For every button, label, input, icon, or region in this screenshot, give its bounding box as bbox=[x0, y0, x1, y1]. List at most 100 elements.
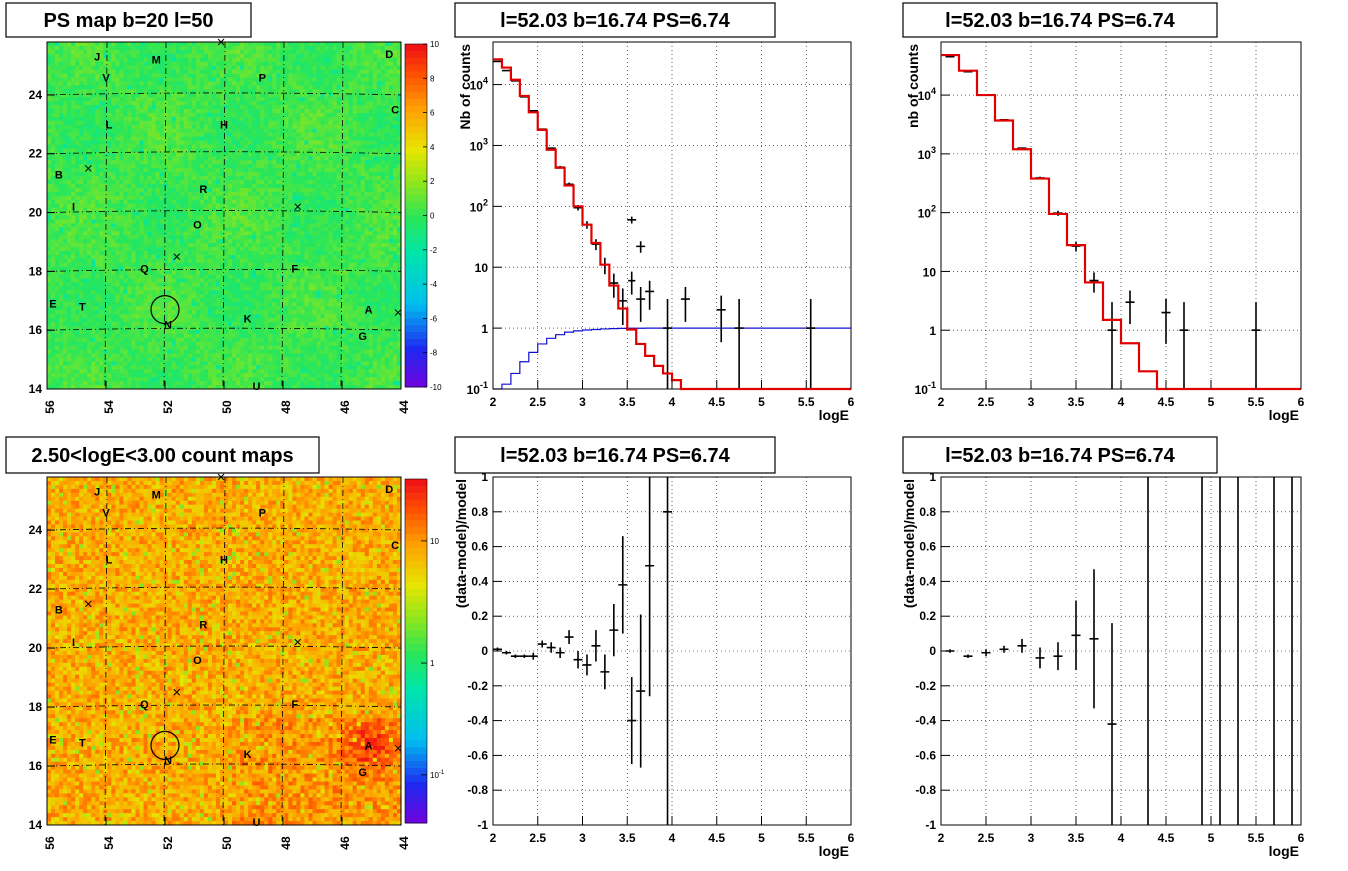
x-tick-label: 56 bbox=[43, 836, 57, 850]
residual-title: l=52.03 b=16.74 PS=6.74 bbox=[500, 445, 731, 467]
data-point bbox=[600, 257, 610, 275]
residual-point bbox=[600, 654, 610, 690]
y-tick-label: -0.8 bbox=[467, 783, 488, 797]
colorbar-cell bbox=[405, 616, 427, 624]
source-label: A bbox=[365, 740, 373, 752]
source-label: D bbox=[385, 484, 393, 496]
source-label: C bbox=[391, 540, 399, 552]
source-label: J bbox=[94, 487, 100, 499]
data-point bbox=[628, 271, 636, 295]
colorbar-cell bbox=[405, 568, 427, 576]
colorbar-cell bbox=[405, 678, 427, 686]
colorbar-cell bbox=[405, 215, 427, 223]
colorbar-cell bbox=[405, 222, 427, 230]
data-point bbox=[680, 287, 690, 322]
y-tick-label: 22 bbox=[29, 582, 43, 596]
x-tick-label: 4.5 bbox=[1158, 831, 1175, 845]
y-tick-label: 0.6 bbox=[471, 540, 488, 554]
y-tick-label: 103 bbox=[918, 145, 936, 162]
residual-point bbox=[564, 630, 574, 645]
count-map-title-box bbox=[5, 436, 320, 474]
x-tick-label: 2.5 bbox=[978, 395, 995, 409]
colorbar-cell bbox=[405, 92, 427, 100]
colorbar-cell bbox=[405, 740, 427, 748]
colorbar-tick-label: 4 bbox=[430, 143, 435, 152]
y-tick-label: 18 bbox=[29, 264, 43, 278]
colorbar-tick-label: 8 bbox=[430, 74, 435, 83]
colorbar-cell bbox=[405, 332, 427, 340]
residual-point bbox=[555, 647, 565, 658]
colorbar-cell bbox=[405, 609, 427, 618]
source-label: B bbox=[55, 605, 63, 617]
colorbar-cell bbox=[405, 547, 427, 556]
count-map-title: 2.50<logE<3.00 count maps bbox=[31, 445, 293, 467]
x-tick-label: 2 bbox=[490, 395, 497, 409]
colorbar-cell bbox=[405, 140, 427, 148]
colorbar-cell bbox=[405, 816, 427, 824]
y-tick-label: 102 bbox=[470, 197, 488, 214]
x-tick-label: 48 bbox=[279, 836, 293, 850]
map-title-box bbox=[5, 2, 252, 38]
y-tick-label: 10 bbox=[923, 265, 937, 279]
colorbar-cell bbox=[405, 352, 427, 361]
residual-title-box bbox=[454, 436, 776, 474]
colorbar-tick-label: 2 bbox=[430, 177, 435, 186]
colorbar-cell bbox=[405, 506, 427, 514]
source-label: L bbox=[106, 555, 113, 567]
x-tick-label: 5 bbox=[758, 831, 765, 845]
x-tick-label: 3.5 bbox=[1068, 395, 1085, 409]
x-axis-label: logE bbox=[819, 407, 849, 423]
colorbar-cell bbox=[405, 733, 427, 741]
colorbar-cell bbox=[405, 263, 427, 271]
cross-marker bbox=[173, 253, 181, 261]
source-label: H bbox=[220, 119, 228, 131]
residual4-grid bbox=[493, 477, 851, 825]
spectrum-title-2-box bbox=[902, 2, 1218, 38]
source-label: K bbox=[244, 313, 252, 325]
y-tick-label: 20 bbox=[29, 206, 43, 220]
colorbar-cell bbox=[405, 174, 427, 182]
y-tick-label: -0.2 bbox=[467, 679, 488, 693]
colorbar-cell bbox=[405, 78, 427, 86]
colorbar-cell bbox=[405, 651, 427, 659]
x-tick-label: 6 bbox=[848, 831, 855, 845]
y-tick-label: 0.4 bbox=[919, 574, 936, 588]
y-tick-label: 0.2 bbox=[919, 609, 936, 623]
residual-point bbox=[1035, 647, 1045, 669]
y-tick-label: 0.2 bbox=[471, 609, 488, 623]
colorbar-cell bbox=[405, 774, 427, 783]
data-point bbox=[1071, 241, 1081, 252]
colorbar-cell bbox=[405, 602, 427, 611]
y-tick-label: 14 bbox=[29, 382, 43, 396]
x-tick-label: 6 bbox=[848, 395, 855, 409]
x-tick-label: 4 bbox=[669, 831, 676, 845]
cross-marker bbox=[217, 38, 225, 46]
x-tick-label: 5.5 bbox=[1248, 395, 1265, 409]
colorbar-cell bbox=[405, 229, 427, 237]
cross-marker bbox=[294, 203, 302, 211]
data-point bbox=[716, 295, 726, 343]
data-point bbox=[806, 298, 816, 389]
colorbar-cell bbox=[405, 297, 427, 306]
source-label: N bbox=[164, 755, 172, 767]
colorbar-cell bbox=[405, 719, 427, 728]
source-label: G bbox=[358, 767, 367, 779]
colorbar-cell bbox=[405, 788, 427, 796]
source-label: U bbox=[252, 381, 260, 393]
cross-marker bbox=[84, 165, 92, 172]
colorbar-cell bbox=[405, 802, 427, 810]
colorbar-cell bbox=[405, 644, 427, 652]
x-tick-label: 2 bbox=[938, 831, 945, 845]
map-title: PS map b=20 l=50 bbox=[43, 10, 213, 32]
x-tick-label: 3.5 bbox=[1068, 831, 1085, 845]
colorbar-cell bbox=[405, 623, 427, 631]
cross-marker bbox=[217, 473, 225, 481]
colorbar-cell bbox=[405, 595, 427, 604]
colorbar-cell bbox=[405, 657, 427, 666]
source-label: I bbox=[72, 637, 75, 649]
residual-point bbox=[981, 649, 991, 657]
map0-grid bbox=[46, 41, 402, 390]
y-tick-label: 14 bbox=[29, 818, 43, 832]
source-label: M bbox=[152, 55, 161, 67]
source-label: A bbox=[365, 305, 373, 317]
